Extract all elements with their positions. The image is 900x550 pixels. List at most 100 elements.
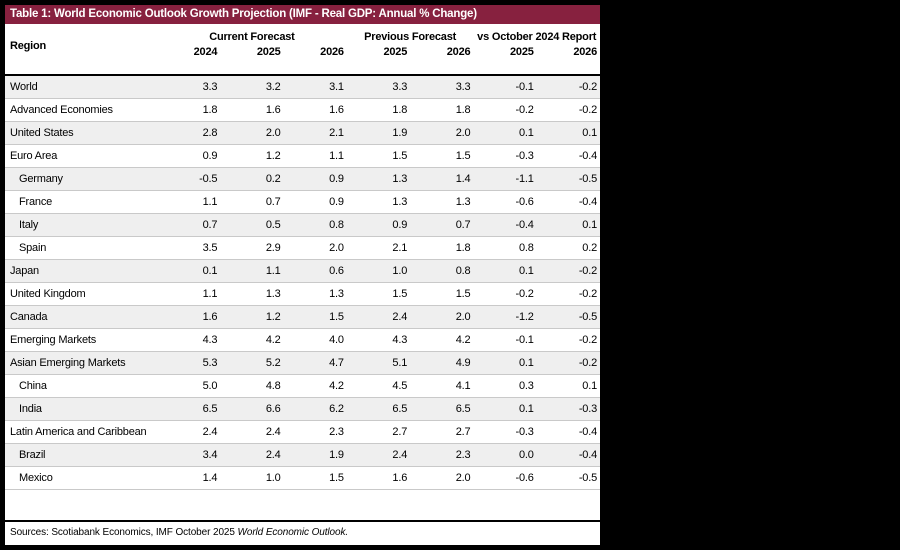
value-cell: 1.1: [157, 282, 221, 306]
value-cell: 3.3: [346, 75, 411, 99]
value-cell: 4.3: [157, 328, 221, 352]
value-cell: 2.4: [346, 305, 411, 329]
table-row: Japan 0.1 1.1 0.6 1.0 0.8 0.1 -0.2: [5, 259, 600, 283]
region-cell: India: [5, 397, 157, 421]
value-cell: 1.0: [220, 466, 284, 490]
value-cell: 2.0: [410, 466, 474, 490]
value-cell: 2.4: [220, 420, 284, 444]
value-cell: 6.2: [283, 397, 347, 421]
year-header-vs-2026: 2026: [573, 46, 597, 58]
year-header-vs-2025: 2025: [510, 46, 534, 58]
value-cell: 4.2: [410, 328, 474, 352]
value-cell: 0.1: [157, 259, 221, 283]
value-cell: 3.3: [157, 75, 221, 99]
value-cell: 3.1: [283, 75, 347, 99]
value-cell: 0.1: [536, 213, 600, 237]
value-cell: 1.1: [157, 190, 221, 214]
value-cell: 2.4: [220, 443, 284, 467]
value-cell: 1.4: [410, 167, 474, 191]
value-cell: 0.2: [220, 167, 284, 191]
table-row: Germany -0.5 0.2 0.9 1.3 1.4 -1.1 -0.5: [5, 167, 600, 191]
value-cell: 0.1: [473, 397, 537, 421]
table-row: Canada 1.6 1.2 1.5 2.4 2.0 -1.2 -0.5: [5, 305, 600, 329]
value-cell: 0.0: [473, 443, 537, 467]
value-cell: 5.3: [157, 351, 221, 375]
value-cell: 2.0: [220, 121, 284, 145]
region-cell: Emerging Markets: [5, 328, 157, 352]
value-cell: 0.6: [283, 259, 347, 283]
value-cell: 1.0: [346, 259, 411, 283]
table-row: Latin America and Caribbean 2.4 2.4 2.3 2.7 2…: [5, 420, 600, 444]
value-cell: 2.4: [346, 443, 411, 467]
region-cell: Asian Emerging Markets: [5, 351, 157, 375]
sources-note: Sources: Scotiabank Economics, IMF Octob…: [5, 520, 600, 545]
value-cell: -0.2: [536, 328, 600, 352]
table-row: Italy 0.7 0.5 0.8 0.9 0.7 -0.4 0.1: [5, 213, 600, 237]
value-cell: 5.0: [157, 374, 221, 398]
region-cell: Germany: [5, 167, 157, 191]
value-cell: -0.5: [157, 167, 221, 191]
table-row: United States 2.8 2.0 2.1 1.9 2.0 0.1 0.1: [5, 121, 600, 145]
value-cell: 1.8: [410, 236, 474, 260]
value-cell: -0.3: [473, 144, 537, 168]
value-cell: 0.5: [220, 213, 284, 237]
value-cell: -0.4: [473, 213, 537, 237]
value-cell: 2.4: [157, 420, 221, 444]
value-cell: -0.3: [473, 420, 537, 444]
value-cell: 1.3: [346, 167, 411, 191]
table-row: Emerging Markets 4.3 4.2 4.0 4.3 4.2 -0.1 -0.2: [5, 328, 600, 352]
table-card: Table 1: World Economic Outlook Growth P…: [4, 4, 601, 546]
value-cell: 2.7: [346, 420, 411, 444]
group-header-previous-forecast: Previous Forecast: [364, 31, 457, 43]
value-cell: -0.1: [473, 328, 537, 352]
region-cell: Euro Area: [5, 144, 157, 168]
region-column-header: Region: [10, 40, 47, 52]
table-header: Region Current Forecast Previous Forecas…: [5, 24, 600, 75]
table-row: Euro Area 0.9 1.2 1.1 1.5 1.5 -0.3 -0.4: [5, 144, 600, 168]
value-cell: 5.2: [220, 351, 284, 375]
value-cell: 1.9: [346, 121, 411, 145]
value-cell: 1.5: [410, 282, 474, 306]
table-row: Brazil 3.4 2.4 1.9 2.4 2.3 0.0 -0.4: [5, 443, 600, 467]
value-cell: -0.4: [536, 144, 600, 168]
value-cell: -0.4: [536, 443, 600, 467]
value-cell: -0.5: [536, 167, 600, 191]
value-cell: 1.6: [157, 305, 221, 329]
value-cell: 1.5: [346, 282, 411, 306]
value-cell: -0.5: [536, 305, 600, 329]
value-cell: 6.5: [410, 397, 474, 421]
value-cell: 2.8: [157, 121, 221, 145]
value-cell: 0.1: [536, 374, 600, 398]
year-header-previous-2026: 2026: [446, 46, 471, 58]
table-title: Table 1: World Economic Outlook Growth P…: [5, 5, 600, 24]
value-cell: 0.2: [536, 236, 600, 260]
value-cell: 4.8: [220, 374, 284, 398]
value-cell: 2.0: [410, 121, 474, 145]
value-cell: 3.4: [157, 443, 221, 467]
value-cell: -0.2: [536, 75, 600, 99]
value-cell: 2.7: [410, 420, 474, 444]
value-cell: 3.3: [410, 75, 474, 99]
value-cell: 2.9: [220, 236, 284, 260]
region-cell: United States: [5, 121, 157, 145]
group-header-current-forecast: Current Forecast: [209, 31, 295, 43]
year-header-current-2024: 2024: [193, 46, 218, 58]
value-cell: 0.9: [283, 167, 347, 191]
region-cell: France: [5, 190, 157, 214]
value-cell: 2.3: [410, 443, 474, 467]
value-cell: -0.3: [536, 397, 600, 421]
value-cell: 2.3: [283, 420, 347, 444]
value-cell: 4.9: [410, 351, 474, 375]
value-cell: 1.4: [157, 466, 221, 490]
value-cell: -0.6: [473, 466, 537, 490]
sources-text: Sources: Scotiabank Economics, IMF Octob…: [10, 527, 238, 538]
value-cell: 1.2: [220, 305, 284, 329]
table-row: United Kingdom 1.1 1.3 1.3 1.5 1.5 -0.2 -0.2: [5, 282, 600, 306]
value-cell: 2.1: [283, 121, 347, 145]
table-row: Mexico 1.4 1.0 1.5 1.6 2.0 -0.6 -0.5: [5, 466, 600, 490]
value-cell: 1.5: [346, 144, 411, 168]
value-cell: 1.2: [220, 144, 284, 168]
value-cell: 1.8: [410, 98, 474, 122]
value-cell: -0.1: [473, 75, 537, 99]
